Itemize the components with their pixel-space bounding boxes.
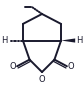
Text: O: O	[68, 62, 74, 71]
Polygon shape	[61, 38, 75, 43]
Text: O: O	[10, 62, 16, 71]
Text: H: H	[2, 36, 8, 45]
Text: O: O	[39, 75, 45, 84]
Text: H: H	[76, 36, 82, 45]
